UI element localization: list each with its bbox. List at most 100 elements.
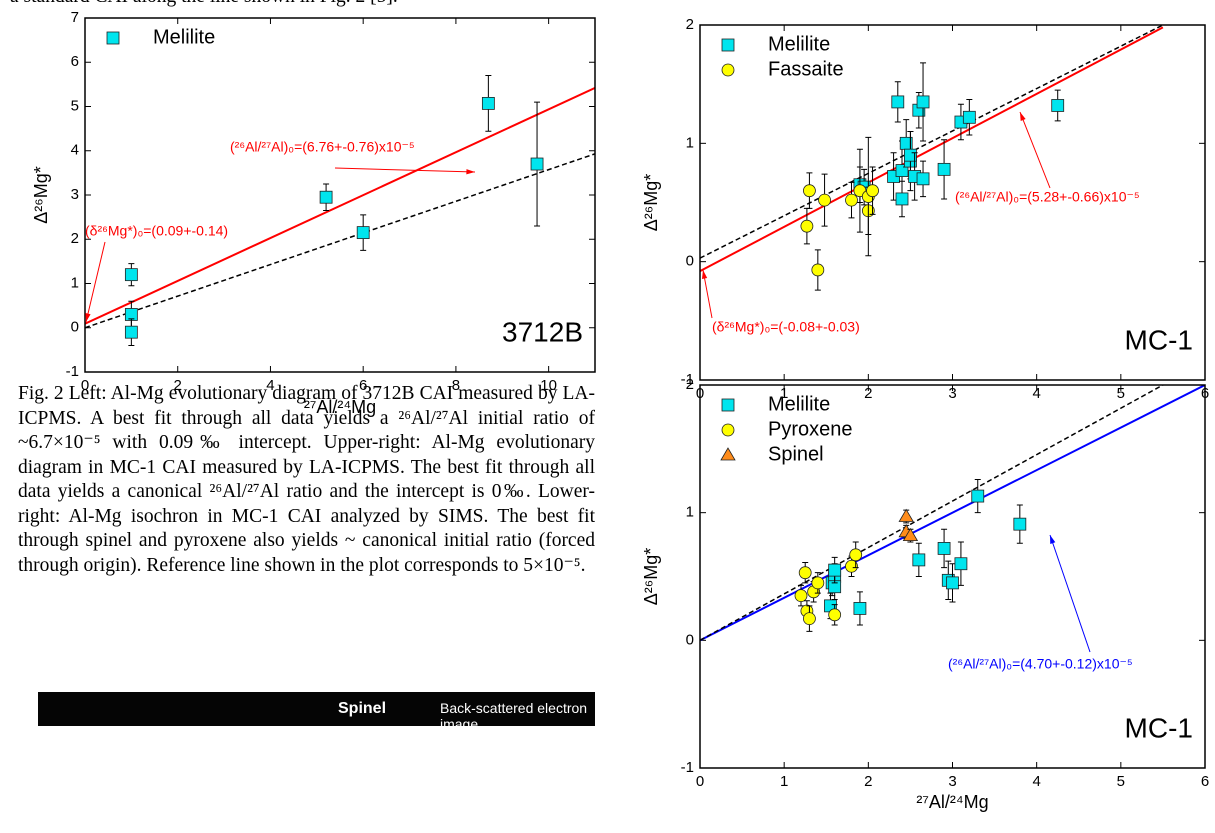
- x-tick-label: 4: [1032, 385, 1040, 402]
- point: [916, 95, 930, 109]
- y-tick-label: -1: [681, 759, 694, 776]
- point: [849, 548, 863, 562]
- x-tick-label: 10: [540, 377, 557, 394]
- y-axis-label: Δ²⁶Mg*: [641, 548, 661, 605]
- point: [530, 157, 544, 171]
- point: [902, 527, 919, 542]
- y-tick-label: 0: [686, 631, 694, 648]
- x-tick-label: 4: [1032, 773, 1040, 790]
- point: [124, 268, 138, 282]
- annotation-arrow: [334, 167, 476, 173]
- legend-label: Fassaite: [768, 58, 844, 80]
- x-tick-label: 6: [1201, 773, 1209, 790]
- x-axis-label: ²⁷Al/²⁴Mg: [916, 792, 988, 812]
- legend-marker: [721, 398, 735, 412]
- fit-line: [85, 153, 595, 329]
- y-tick-label: 3: [71, 186, 79, 203]
- fit-line: [85, 87, 595, 325]
- x-tick-label: 6: [359, 377, 367, 394]
- annotation: (δ²⁶Mg*)₀=(-0.08+-0.03): [712, 319, 860, 335]
- legend-marker: [720, 447, 736, 461]
- annotation: (²⁶Al/²⁷Al)₀=(6.76+-0.76)x10⁻⁵: [230, 139, 415, 155]
- y-axis-label: Δ²⁶Mg*: [641, 174, 661, 231]
- point: [845, 193, 858, 207]
- point: [319, 190, 333, 204]
- point: [818, 193, 831, 207]
- plot-label: 3712B: [502, 316, 583, 347]
- fit-line: [700, 26, 1164, 273]
- annotation-arrow: [1049, 534, 1091, 653]
- y-tick-label: 1: [686, 504, 694, 521]
- figure-caption: Fig. 2 Left: Al-Mg evolutionary diagram …: [18, 383, 595, 576]
- legend-label: Spinel: [768, 443, 824, 465]
- legend-label: Pyroxene: [768, 418, 853, 440]
- y-tick-label: 0: [71, 319, 79, 336]
- legend-label: Melilite: [153, 26, 215, 48]
- point: [803, 184, 816, 198]
- point: [811, 576, 825, 590]
- arrow-head: [1020, 112, 1026, 121]
- point: [898, 508, 914, 522]
- point: [1051, 99, 1065, 112]
- x-tick-label: 2: [174, 377, 182, 394]
- arrow-head: [1050, 535, 1056, 544]
- y-tick-label: 2: [686, 16, 694, 33]
- point: [845, 559, 858, 573]
- image-label: Spinel: [338, 700, 387, 717]
- y-tick-label: 6: [71, 53, 79, 70]
- x-tick-label: 0: [696, 773, 704, 790]
- y-tick-label: 1: [71, 274, 79, 291]
- y-tick-label: 1: [686, 134, 694, 151]
- y-tick-label: 2: [686, 376, 694, 393]
- point: [937, 542, 951, 555]
- point: [912, 553, 926, 567]
- point: [895, 192, 909, 206]
- legend-marker: [721, 423, 735, 437]
- fit-line: [700, 25, 1164, 259]
- arrow-head: [466, 169, 475, 175]
- y-tick-label: 0: [686, 253, 694, 270]
- point: [971, 489, 985, 503]
- point: [481, 97, 495, 110]
- legend-label: Melilite: [768, 33, 830, 55]
- point: [891, 95, 905, 109]
- point: [828, 608, 842, 622]
- point: [811, 263, 825, 277]
- y-tick-label: 5: [71, 97, 79, 114]
- x-tick-label: 2: [864, 385, 872, 402]
- x-tick-label: 2: [864, 773, 872, 790]
- annotation: (²⁶Al/²⁷Al)₀=(4.70+-0.12)x10⁻⁵: [948, 656, 1133, 672]
- annotation: (²⁶Al/²⁷Al)₀=(5.28+-0.66)x10⁻⁵: [955, 189, 1140, 205]
- point: [803, 612, 816, 626]
- point: [866, 184, 879, 198]
- point: [1013, 517, 1027, 531]
- point: [124, 325, 138, 339]
- x-tick-label: 3: [948, 385, 956, 402]
- point: [853, 602, 867, 615]
- image-title: Back-scattered electron image: [440, 700, 588, 732]
- legend-marker: [106, 31, 120, 45]
- point: [962, 110, 976, 124]
- point: [356, 226, 370, 240]
- text-fragment: a standard CAI along the line shown in F…: [10, 0, 1210, 8]
- plot-frame: [699, 24, 1206, 381]
- legend-marker: [721, 38, 735, 52]
- point: [946, 576, 959, 590]
- plot-label: MC-1: [1125, 712, 1193, 743]
- x-tick-label: 0: [81, 377, 89, 394]
- fit-line: [700, 385, 1164, 641]
- annotation-arrow: [1019, 111, 1051, 189]
- x-tick-label: 3: [948, 773, 956, 790]
- plot-frame: [84, 17, 596, 373]
- y-tick-label: 4: [71, 142, 79, 159]
- x-tick-label: 4: [266, 377, 274, 394]
- x-tick-label: 5: [1117, 773, 1125, 790]
- point: [904, 148, 917, 162]
- point: [798, 566, 812, 580]
- y-tick-label: 7: [71, 9, 79, 26]
- annotation-arrow: [85, 241, 106, 323]
- point: [895, 164, 909, 177]
- x-axis-label: ²⁷Al/²⁴Mg: [304, 397, 376, 417]
- y-tick-label: -1: [66, 363, 79, 380]
